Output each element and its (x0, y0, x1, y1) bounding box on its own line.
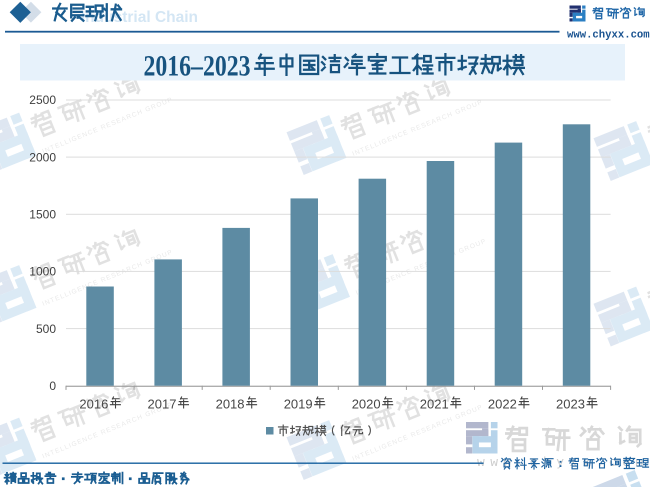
svg-text:1000: 1000 (29, 265, 56, 279)
svg-text:2500: 2500 (29, 93, 56, 107)
svg-text:Industrial Chain: Industrial Chain (81, 9, 198, 26)
svg-text:2021: 2021 (420, 396, 449, 411)
svg-text:2000: 2000 (29, 150, 56, 164)
svg-text:0: 0 (49, 379, 56, 393)
svg-text:2019: 2019 (284, 396, 313, 411)
svg-text:500: 500 (36, 322, 56, 336)
svg-text:2016: 2016 (79, 396, 108, 411)
svg-text:2016–2023: 2016–2023 (144, 51, 251, 83)
svg-text:2017: 2017 (148, 396, 177, 411)
svg-text:2022: 2022 (488, 396, 517, 411)
svg-text:www.chyxx.com: www.chyxx.com (567, 30, 650, 42)
svg-text:2020: 2020 (352, 396, 381, 411)
svg-text:2023: 2023 (556, 396, 585, 411)
svg-text:www.chyxx.com: www.chyxx.com (477, 455, 649, 470)
svg-text:2018: 2018 (216, 396, 245, 411)
svg-text:1500: 1500 (29, 208, 56, 222)
